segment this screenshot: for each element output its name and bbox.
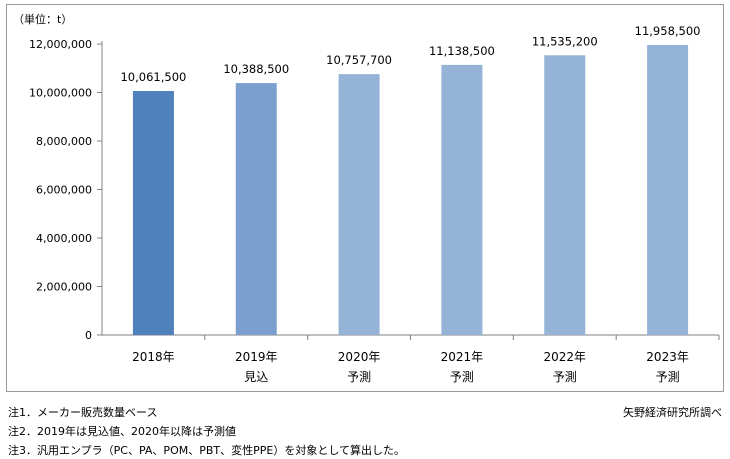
- y-tick-label: 0: [85, 329, 92, 342]
- x-tick-label: 2020年: [338, 350, 381, 364]
- chart-frame: （単位：t） 0 2,000,000 4,000,000 6,000,000 8,000…: [6, 4, 724, 392]
- bar: [544, 55, 586, 336]
- x-tick-label: 2022年: [543, 350, 586, 364]
- data-label: 11,535,200: [532, 34, 598, 48]
- x-sublabel: 予測: [450, 370, 474, 384]
- data-label: 10,388,500: [223, 62, 289, 76]
- data-label: 10,757,700: [326, 53, 392, 67]
- data-label: 11,958,500: [635, 24, 701, 38]
- bar: [441, 64, 483, 336]
- y-tick-label: 2,000,000: [36, 281, 92, 294]
- y-tick-label: 6,000,000: [36, 184, 92, 197]
- x-tick-label: 2021年: [441, 350, 484, 364]
- bar: [235, 83, 277, 335]
- x-sublabel: 予測: [656, 370, 680, 384]
- bar: [338, 74, 380, 335]
- y-tick-label: 4,000,000: [36, 232, 92, 245]
- x-tick-label: 2023年: [646, 350, 689, 364]
- data-label: 11,138,500: [429, 44, 495, 58]
- x-sublabel: 見込: [244, 370, 268, 384]
- x-tick-label: 2019年: [235, 350, 278, 364]
- source-credit: 矢野経済研究所調べ: [623, 406, 722, 419]
- y-tick-label: 8,000,000: [36, 135, 92, 148]
- note-1: 注1．メーカー販売数量ベース: [8, 406, 158, 419]
- note-2: 注2．2019年は見込値、2020年以降は予測値: [8, 425, 236, 438]
- x-sublabel: 予測: [553, 370, 577, 384]
- note-3: 注3．汎用エンプラ（PC、PA、POM、PBT、変性PPE）を対象として算出した…: [8, 444, 406, 457]
- x-sublabel: 予測: [347, 370, 371, 384]
- data-label: 10,061,500: [120, 70, 186, 84]
- bar: [647, 45, 689, 335]
- y-tick-label: 10,000,000: [29, 87, 92, 100]
- unit-label: （単位：t）: [13, 12, 72, 26]
- bar: [132, 91, 174, 335]
- bar-chart: （単位：t） 0 2,000,000 4,000,000 6,000,000 8,000…: [13, 12, 720, 384]
- x-tick-label: 2018年: [132, 350, 175, 364]
- y-tick-label: 12,000,000: [29, 38, 92, 51]
